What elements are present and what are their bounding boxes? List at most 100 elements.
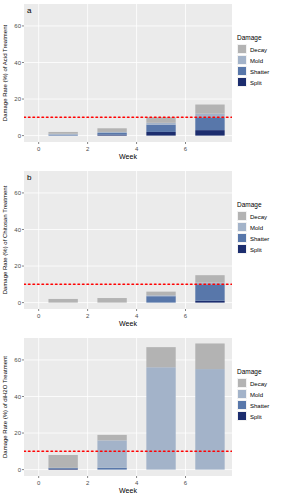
legend-title: Damage [237, 368, 262, 376]
bar-segment [146, 125, 175, 132]
bar-segment [195, 275, 224, 282]
tick [22, 99, 24, 100]
tick [22, 266, 24, 267]
grid-line [136, 171, 137, 309]
tick [38, 476, 39, 478]
legend-key-bg [237, 77, 247, 87]
grid-line [87, 4, 88, 142]
tick-label: 40 [14, 60, 21, 66]
tick [87, 142, 88, 144]
tick [22, 229, 24, 230]
tick-label: 20 [14, 430, 21, 436]
tick [22, 135, 24, 136]
grid-line [185, 171, 186, 309]
tick-label: 0 [37, 480, 41, 486]
bar-segment [195, 369, 224, 470]
legend-key-bg [237, 233, 247, 243]
bar-segment [195, 284, 224, 300]
legend-label: Mold [250, 225, 263, 231]
panel-label: b [27, 173, 32, 182]
legend-label: Shatter [250, 236, 269, 242]
bars [24, 343, 232, 469]
tick [38, 309, 39, 311]
tick-label: 4 [135, 146, 139, 152]
panel: 02040600246WeekDamage Rate (%) of diH2O … [2, 338, 269, 494]
legend-label: Decay [250, 47, 267, 53]
tick [136, 309, 137, 311]
grid-line [136, 338, 137, 476]
figure: 02040600246aWeekDamage Rate (%) of Acid … [0, 0, 290, 500]
grid-line [136, 4, 137, 142]
tick [38, 142, 39, 144]
bar-segment [146, 123, 175, 125]
grid-line [185, 338, 186, 476]
legend-swatch [238, 234, 246, 242]
tick [185, 309, 186, 311]
tick-label: 40 [14, 227, 21, 233]
tick-label: 6 [184, 313, 188, 319]
plot-background [24, 4, 232, 142]
grid-line [38, 4, 39, 142]
axis-label: Damage Rate (%) of Chitosan Treatment [2, 185, 8, 294]
legend-key-bg [237, 378, 247, 388]
tick [22, 433, 24, 434]
bar-segment [195, 130, 224, 135]
legend-swatch [238, 223, 246, 231]
reference-line [24, 451, 232, 453]
tick-label: 6 [184, 480, 188, 486]
bar-segment [195, 117, 224, 130]
tick [87, 309, 88, 311]
legend-label: Mold [250, 392, 263, 398]
legend-label: Split [250, 247, 262, 253]
tick-label: 0 [18, 133, 22, 139]
legend-swatch [238, 212, 246, 220]
legend-label: Shatter [250, 69, 269, 75]
bar-segment [146, 296, 175, 302]
bar-segment [48, 455, 77, 468]
bar-segment [48, 135, 77, 136]
tick-label: 20 [14, 96, 21, 102]
legend-swatch [238, 67, 246, 75]
bar-segment [146, 347, 175, 367]
legend-key-bg [237, 411, 247, 421]
tick-label: 4 [135, 480, 139, 486]
reference-line [24, 117, 232, 119]
panel-label: a [27, 6, 32, 15]
legend-label: Decay [250, 214, 267, 220]
legend-key-bg [237, 55, 247, 65]
legend-swatch [238, 390, 246, 398]
bar-segment [146, 132, 175, 136]
legend-label: Split [250, 414, 262, 420]
bar-segment [195, 343, 224, 369]
bars [24, 275, 232, 302]
legend-key-bg [237, 244, 247, 254]
grid-line [24, 99, 232, 100]
axis-label: Damage Rate (%) of diH2O Treatment [2, 356, 8, 458]
tick [22, 359, 24, 360]
legend-swatch [238, 56, 246, 64]
tick [136, 476, 137, 478]
tick-label: 6 [184, 146, 188, 152]
grid-line [38, 338, 39, 476]
bar-segment [48, 468, 77, 470]
legend-key-bg [237, 211, 247, 221]
panel: 02040600246bWeekDamage Rate (%) of Chito… [2, 171, 269, 327]
bar-segment [97, 468, 126, 470]
legend-swatch [238, 45, 246, 53]
panel: 02040600246aWeekDamage Rate (%) of Acid … [2, 4, 269, 160]
tick [22, 469, 24, 470]
tick-label: 0 [37, 146, 41, 152]
tick-label: 0 [37, 313, 41, 319]
bars [24, 105, 232, 136]
legend-key-bg [237, 44, 247, 54]
grid-line [87, 171, 88, 309]
tick-label: 60 [14, 23, 21, 29]
grid-line [24, 25, 232, 26]
legend-label: Mold [250, 58, 263, 64]
legend-key-bg [237, 66, 247, 76]
legend-label: Decay [250, 381, 267, 387]
tick [185, 476, 186, 478]
bar-segment [195, 301, 224, 303]
tick [22, 25, 24, 26]
tick [136, 142, 137, 144]
